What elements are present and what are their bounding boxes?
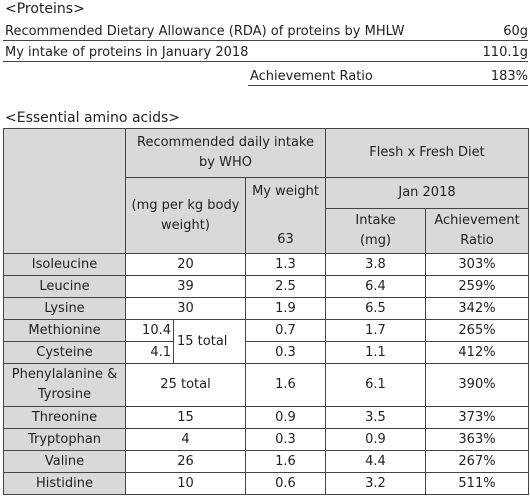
- table-cell: 1.7: [325, 319, 426, 342]
- table-row: Valine 26 1.6 4.4 267%: [3, 450, 529, 473]
- amino-table: Recommended daily intake by WHO Flesh x …: [3, 128, 529, 495]
- table-cell: 3.2: [325, 472, 426, 495]
- protein-row: My intake of proteins in January 2018 11…: [3, 41, 528, 62]
- table-cell: 511%: [425, 472, 529, 495]
- table-cell: 15 total: [173, 319, 246, 364]
- section-title: <Proteins>: [5, 1, 85, 17]
- header-cell: Jan 2018: [325, 177, 529, 209]
- header-text: Achievement Ratio: [434, 213, 520, 248]
- weight-value: 63: [277, 231, 294, 247]
- table-cell: 25 total: [125, 363, 246, 407]
- table-cell: Cysteine: [3, 341, 126, 364]
- table-cell: 0.7: [245, 319, 326, 342]
- table-cell: 4.4: [325, 450, 426, 473]
- table-row: Tryptophan 4 0.3 0.9 363%: [3, 428, 529, 451]
- table-cell: 10.4: [125, 319, 174, 342]
- table-cell: 267%: [425, 450, 529, 473]
- table-cell: 390%: [425, 363, 529, 407]
- table-row: Threonine 15 0.9 3.5 373%: [3, 406, 529, 429]
- table-cell: Lysine: [3, 297, 126, 320]
- table-cell: 412%: [425, 341, 529, 364]
- table-cell: Tryptophan: [3, 428, 126, 451]
- table-row: Histidine 10 0.6 3.2 511%: [3, 472, 529, 495]
- header-text: Recommended daily intake by WHO: [137, 135, 314, 170]
- table-cell: 1.9: [245, 297, 326, 320]
- header-cell: (mg per kg body weight): [125, 177, 246, 254]
- table-cell: 26: [125, 450, 246, 473]
- table-cell: 4: [125, 428, 246, 451]
- table-cell: 342%: [425, 297, 529, 320]
- table-cell: 2.5: [245, 275, 326, 298]
- table-cell: Phenylalanine & Tyrosine: [3, 363, 126, 407]
- header-cell: Flesh x Fresh Diet: [325, 128, 529, 178]
- header-cell: My weight 63: [245, 177, 326, 254]
- label: Achievement Ratio: [250, 69, 373, 84]
- table-cell: 10: [125, 472, 246, 495]
- table-row: Cysteine 4.1 0.3 1.1 412%: [3, 341, 529, 364]
- table-cell: 6.5: [325, 297, 426, 320]
- table-cell: 259%: [425, 275, 529, 298]
- table-row: Leucine 39 2.5 6.4 259%: [3, 275, 529, 298]
- table-cell: Valine: [3, 450, 126, 473]
- value: 183%: [490, 69, 528, 84]
- table-row: Methionine 10.4 15 total 0.7 1.7 265%: [3, 319, 529, 364]
- section-title: <Essential amino acids>: [5, 110, 181, 126]
- table-cell: 1.6: [245, 363, 326, 407]
- corner-cell: [3, 128, 126, 254]
- header-cell: Recommended daily intake by WHO: [125, 128, 326, 178]
- table-cell: 15: [125, 406, 246, 429]
- table-cell: Histidine: [3, 472, 126, 495]
- table-cell: 3.8: [325, 253, 426, 276]
- table-cell: 6.4: [325, 275, 426, 298]
- table-cell: 0.3: [245, 341, 326, 364]
- table-cell: 0.6: [245, 472, 326, 495]
- table-cell: 373%: [425, 406, 529, 429]
- value: 110.1g: [482, 45, 528, 60]
- table-cell: 4.1: [125, 341, 174, 364]
- table-cell: Threonine: [3, 406, 126, 429]
- table-cell: 20: [125, 253, 246, 276]
- table-body: Isoleucine 20 1.3 3.8 303% Leucine 39 2.5 6.4 259…: [3, 253, 529, 495]
- header-text: My weight: [252, 183, 319, 199]
- table-cell: 30: [125, 297, 246, 320]
- table-cell: Leucine: [3, 275, 126, 298]
- table-row: Isoleucine 20 1.3 3.8 303%: [3, 253, 529, 276]
- table-cell: 1.1: [325, 341, 426, 364]
- table-cell: 1.3: [245, 253, 326, 276]
- value: 60g: [503, 24, 528, 39]
- table-row: Lysine 30 1.9 6.5 342%: [3, 297, 529, 320]
- table-cell: 265%: [425, 319, 529, 342]
- protein-row: Achievement Ratio 183%: [248, 63, 528, 86]
- header-text: Intake (mg): [355, 213, 396, 248]
- table-cell: 0.9: [245, 406, 326, 429]
- header-text: (mg per kg body weight): [131, 197, 240, 233]
- table-cell: Isoleucine: [3, 253, 126, 276]
- label: Recommended Dietary Allowance (RDA) of p…: [5, 24, 405, 39]
- protein-row: Recommended Dietary Allowance (RDA) of p…: [3, 20, 528, 41]
- header-cell: Intake (mg): [325, 208, 426, 254]
- table-cell: 39: [125, 275, 246, 298]
- table-cell: 0.9: [325, 428, 426, 451]
- table-cell: Methionine: [3, 319, 126, 342]
- label: My intake of proteins in January 2018: [5, 45, 249, 60]
- table-cell: 363%: [425, 428, 529, 451]
- table-row: Phenylalanine & Tyrosine 25 total 1.6 6.1 39…: [3, 363, 529, 407]
- table-cell: 0.3: [245, 428, 326, 451]
- header-cell: Achievement Ratio: [425, 208, 529, 254]
- table-cell: 3.5: [325, 406, 426, 429]
- table-cell: 1.6: [245, 450, 326, 473]
- table-cell: 6.1: [325, 363, 426, 407]
- table-cell: 303%: [425, 253, 529, 276]
